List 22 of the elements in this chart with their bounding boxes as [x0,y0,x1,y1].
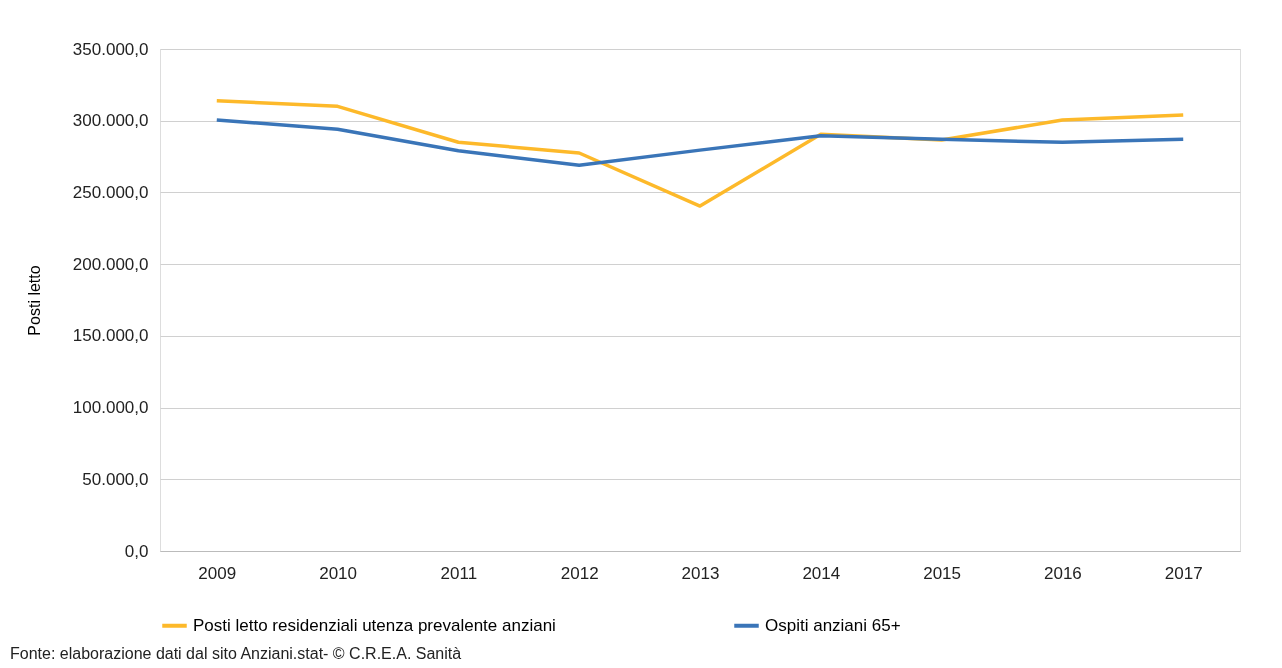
y-tick-label: 300.000,0 [72,111,149,131]
y-axis-title: Posti letto [25,265,43,336]
y-tick-label: 100.000,0 [72,398,149,418]
y-tick-label: 0,0 [124,541,149,561]
x-tick-label: 2010 [319,563,357,583]
x-tick-label: 2012 [560,563,599,583]
x-tick-label: 2011 [440,563,478,583]
legend-label: Posti letto residenziali utenza prevalente anziani [193,615,556,635]
line-series [215,118,1185,167]
x-tick-label: 2014 [802,563,841,583]
x-tick-label: 2016 [1044,563,1082,583]
legend-label: Ospiti anziani 65+ [765,615,901,635]
x-tick-label: 2009 [198,563,237,583]
y-tick-label: 250.000,0 [72,182,149,202]
y-tick-label: 350.000,0 [72,39,149,59]
y-tick-label: 50.000,0 [82,469,149,489]
x-tick-label: 2015 [923,563,962,583]
x-tick-label: 2017 [1164,563,1203,583]
y-tick-label: 200.000,0 [72,254,149,274]
x-tick-label: 2013 [681,563,720,583]
y-tick-label: 150.000,0 [72,326,149,346]
source-note: Fonte: elaborazione dati dal sito Anziani.stat- © C.R.E.A. Sanità [10,645,462,662]
